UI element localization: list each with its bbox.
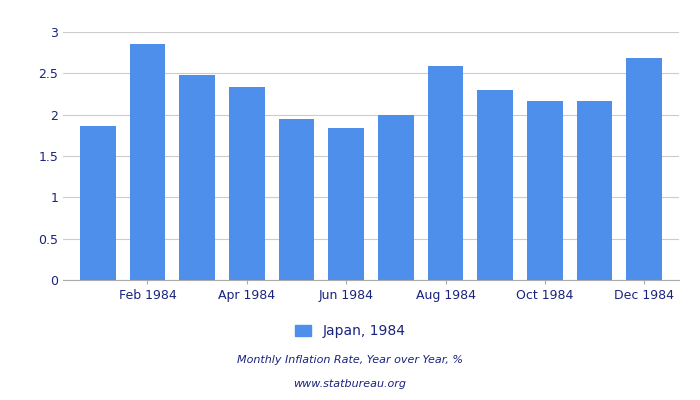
Bar xyxy=(428,66,463,280)
Bar xyxy=(328,128,364,280)
Bar xyxy=(477,90,513,280)
Legend: Japan, 1984: Japan, 1984 xyxy=(289,319,411,344)
Bar xyxy=(577,101,612,280)
Bar xyxy=(279,119,314,280)
Text: www.statbureau.org: www.statbureau.org xyxy=(293,379,407,389)
Bar xyxy=(179,75,215,280)
Bar xyxy=(229,87,265,280)
Bar xyxy=(80,126,116,280)
Bar xyxy=(378,116,414,280)
Bar xyxy=(130,44,165,280)
Text: Monthly Inflation Rate, Year over Year, %: Monthly Inflation Rate, Year over Year, … xyxy=(237,355,463,365)
Bar xyxy=(626,58,662,280)
Bar xyxy=(527,102,563,280)
